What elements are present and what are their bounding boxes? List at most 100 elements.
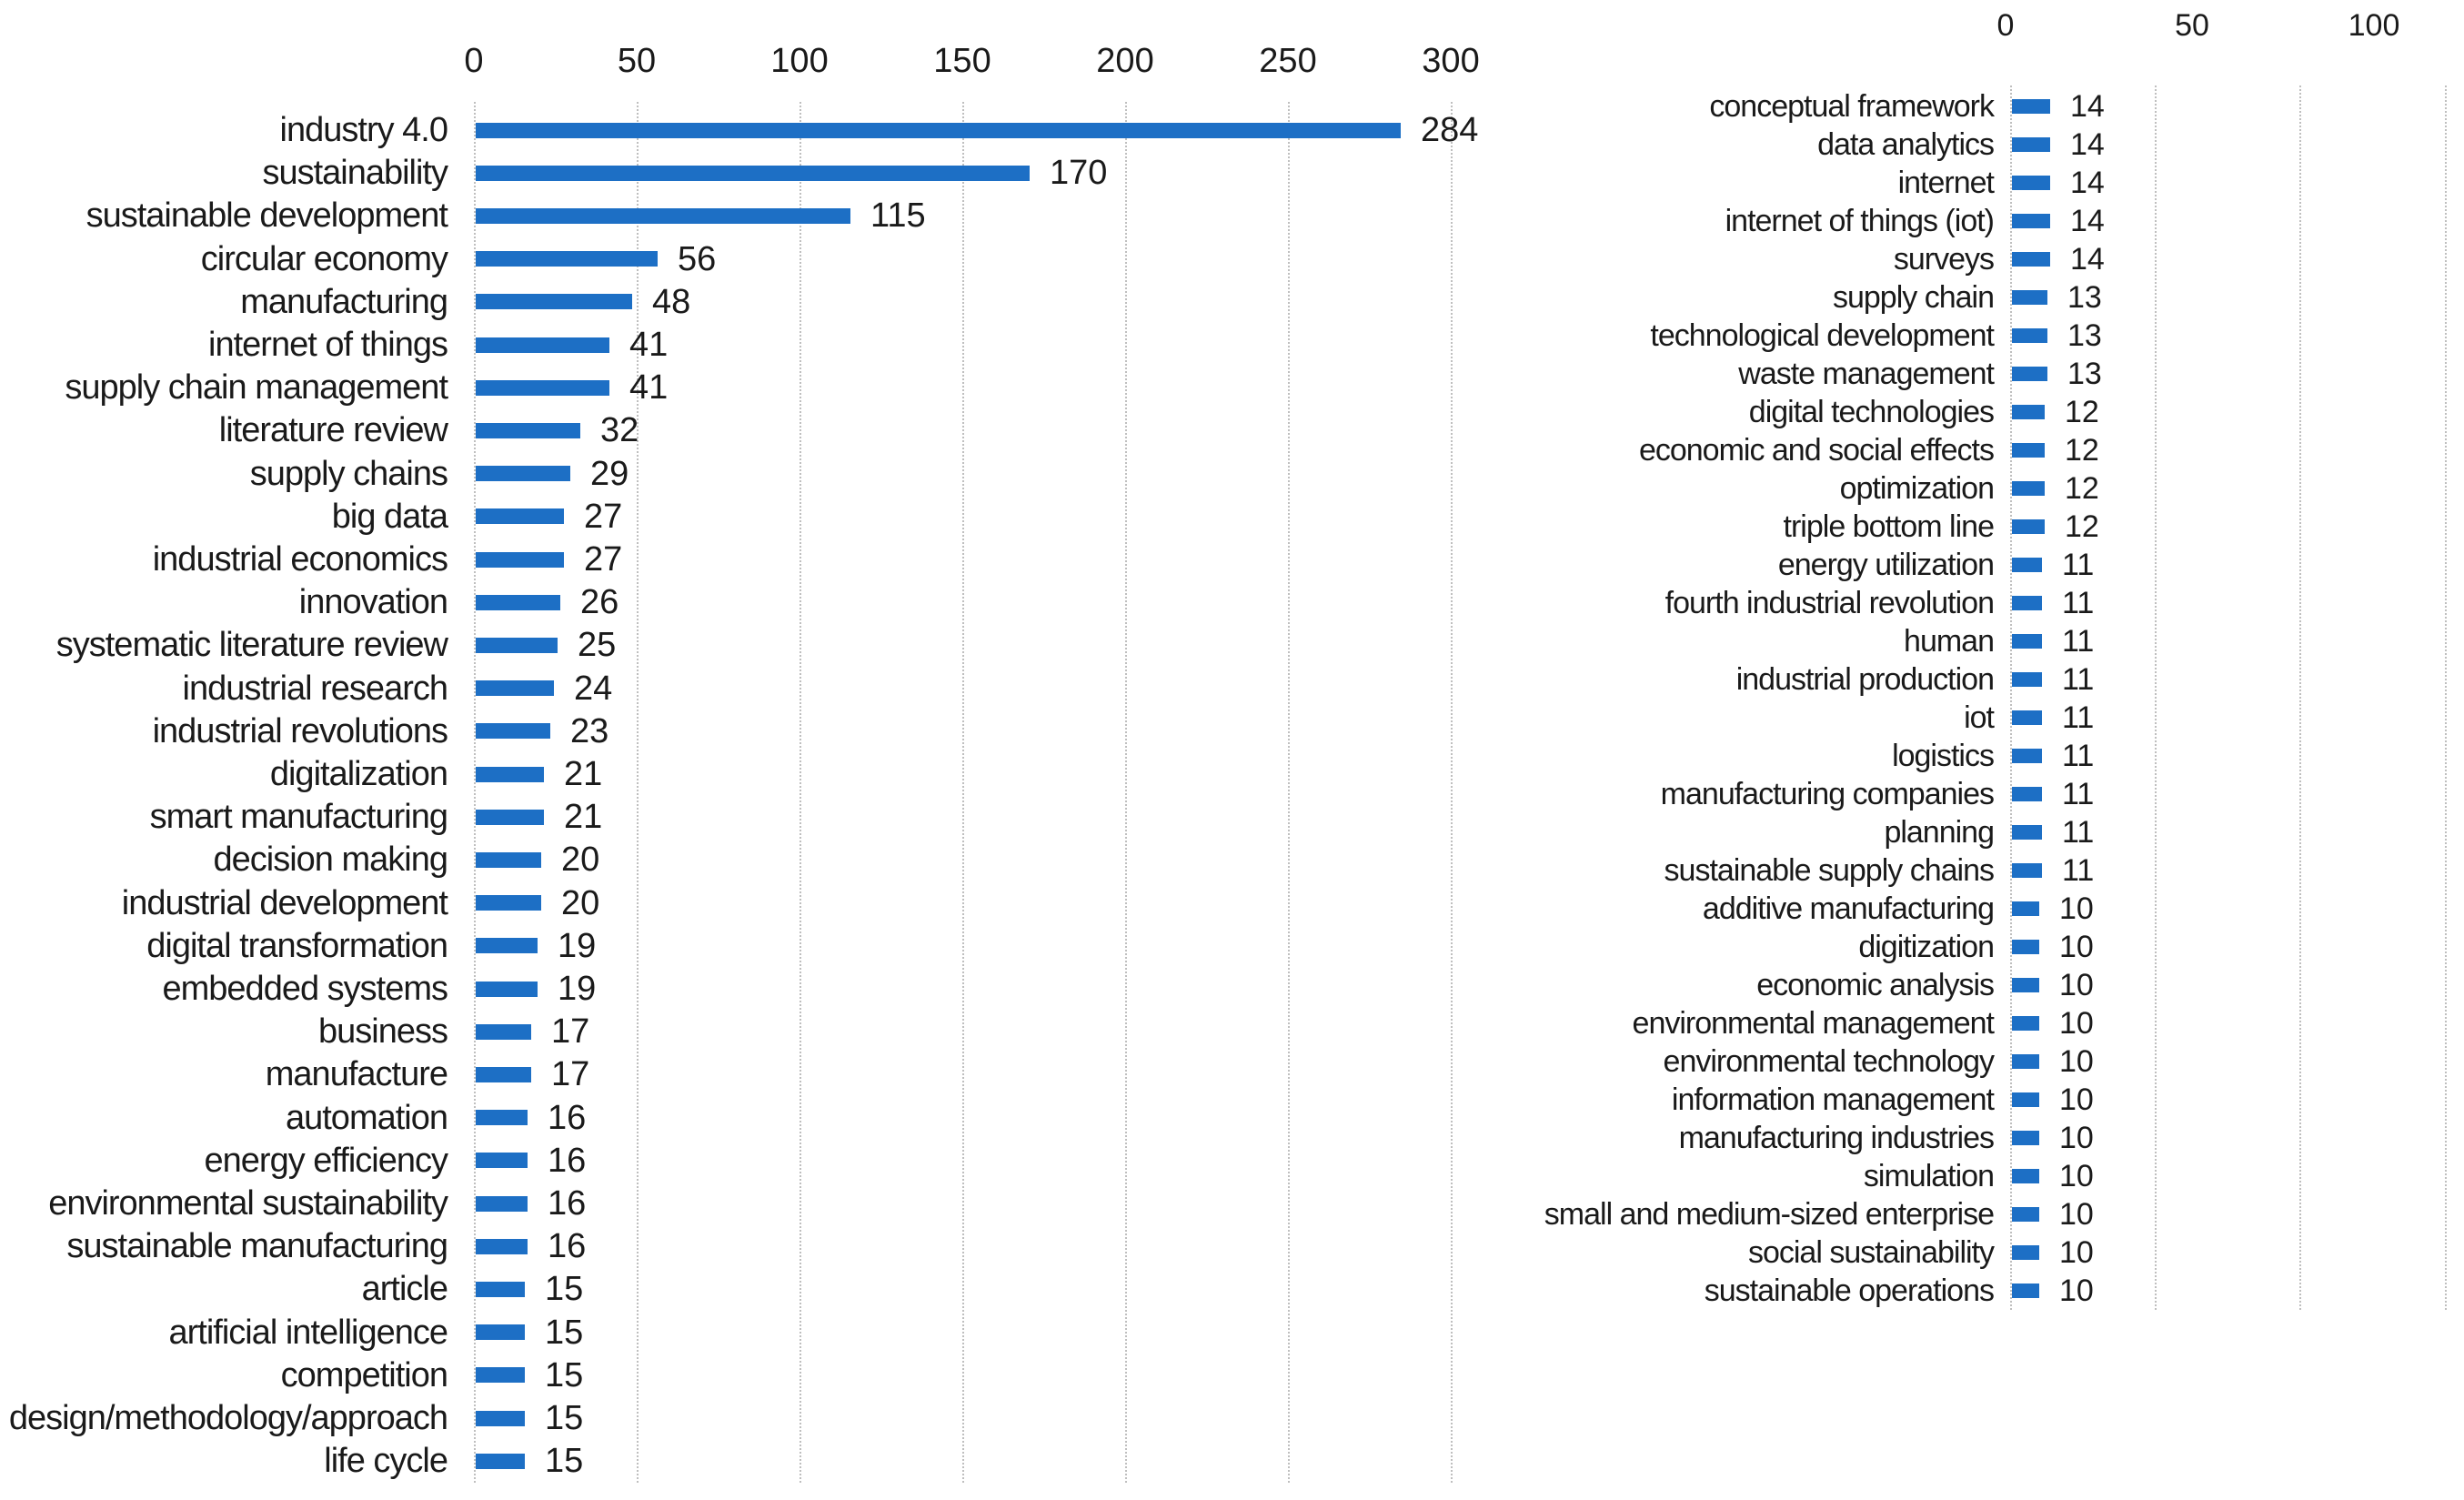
value-label: 14 <box>2070 89 2105 124</box>
bar <box>476 895 541 911</box>
value-label: 16 <box>548 1184 587 1223</box>
category-label: manufacturing <box>240 282 448 321</box>
category-label: digital technologies <box>1748 395 1995 429</box>
bar <box>476 294 632 309</box>
value-label: 10 <box>2059 1159 2094 1193</box>
value-label: 21 <box>564 798 603 837</box>
bar <box>476 638 558 653</box>
bar <box>476 1196 528 1212</box>
bar <box>476 251 658 267</box>
category-label: industrial research <box>182 669 448 708</box>
x-gridline <box>1125 102 1127 1483</box>
bar <box>2012 901 2039 916</box>
value-label: 27 <box>584 540 623 579</box>
value-label: 10 <box>2059 968 2094 1002</box>
category-label: additive manufacturing <box>1702 891 1995 926</box>
bar <box>476 1153 528 1168</box>
category-label: internet of things (iot) <box>1725 204 1995 238</box>
bar <box>476 423 580 438</box>
bar <box>476 1282 525 1297</box>
bar <box>476 1110 528 1125</box>
value-label: 11 <box>2062 700 2095 735</box>
category-label: supply chain <box>1832 280 1995 315</box>
category-label: decision making <box>213 841 448 880</box>
bar <box>476 1324 525 1340</box>
category-label: industry 4.0 <box>279 111 448 149</box>
value-label: 12 <box>2065 509 2099 544</box>
category-label: industrial revolutions <box>152 711 448 750</box>
bar <box>2012 558 2042 572</box>
value-label: 11 <box>2062 548 2095 582</box>
category-label: digital transformation <box>146 926 448 965</box>
value-label: 27 <box>584 497 623 536</box>
x-gridline <box>1451 102 1453 1483</box>
bar <box>2012 1131 2039 1145</box>
category-label: surveys <box>1893 242 1995 277</box>
bar <box>476 1454 525 1469</box>
value-label: 17 <box>551 1055 590 1094</box>
value-label: 15 <box>545 1270 584 1309</box>
bar <box>476 123 1401 138</box>
category-label: planning <box>1884 815 1995 850</box>
value-label: 284 <box>1421 111 1479 149</box>
value-label: 13 <box>2067 357 2102 391</box>
value-label: 11 <box>2062 815 2095 850</box>
bar <box>476 810 544 825</box>
bar <box>2012 672 2042 687</box>
bar <box>2012 1054 2039 1069</box>
bar <box>2012 519 2045 534</box>
value-label: 12 <box>2065 395 2099 429</box>
x-axis-tick-label: 100 <box>2348 8 2400 43</box>
value-label: 15 <box>545 1399 584 1437</box>
value-label: 17 <box>551 1012 590 1052</box>
value-label: 115 <box>870 196 926 236</box>
bar <box>2012 405 2045 419</box>
category-label: digitalization <box>269 755 448 793</box>
category-label: design/methodology/approach <box>8 1399 448 1437</box>
value-label: 32 <box>600 411 639 450</box>
bar <box>2012 328 2047 343</box>
x-axis-tick-label: 300 <box>1422 42 1480 80</box>
value-label: 11 <box>2062 624 2095 659</box>
value-label: 10 <box>2059 1044 2094 1079</box>
bar <box>476 595 560 610</box>
value-label: 12 <box>2065 471 2099 506</box>
value-label: 10 <box>2059 891 2094 926</box>
category-label: environmental sustainability <box>48 1184 448 1223</box>
bar <box>2012 137 2050 152</box>
x-gridline <box>800 102 801 1483</box>
category-label: embedded systems <box>162 970 449 1008</box>
category-label: smart manufacturing <box>149 798 448 837</box>
bar <box>2012 710 2042 725</box>
bar <box>2012 176 2050 190</box>
bar <box>476 1239 528 1254</box>
bar <box>2012 978 2039 992</box>
bar <box>476 466 570 481</box>
bar <box>2012 214 2050 228</box>
value-label: 15 <box>545 1313 584 1352</box>
y-axis-line <box>2010 86 2012 1310</box>
value-label: 11 <box>2062 777 2095 811</box>
category-label: supply chain management <box>65 368 448 408</box>
x-axis-tick-label: 0 <box>464 42 484 80</box>
category-label: business <box>318 1012 448 1052</box>
value-label: 10 <box>2059 1235 2094 1270</box>
value-label: 15 <box>545 1442 584 1481</box>
category-label: conceptual framework <box>1709 89 1995 124</box>
category-label: technological development <box>1650 318 1995 353</box>
category-label: logistics <box>1892 739 1995 773</box>
value-label: 16 <box>548 1141 587 1180</box>
value-label: 10 <box>2059 1121 2094 1155</box>
value-label: 14 <box>2070 242 2105 277</box>
category-label: sustainable manufacturing <box>66 1227 448 1266</box>
category-label: economic and social effects <box>1638 433 1995 468</box>
value-label: 21 <box>564 755 603 793</box>
x-axis-tick-label: 250 <box>1259 42 1317 80</box>
bar <box>2012 290 2047 305</box>
value-label: 29 <box>590 454 629 493</box>
value-label: 13 <box>2067 318 2102 353</box>
x-gridline <box>637 102 639 1483</box>
category-label: small and medium-sized enterprise <box>1544 1197 1995 1232</box>
